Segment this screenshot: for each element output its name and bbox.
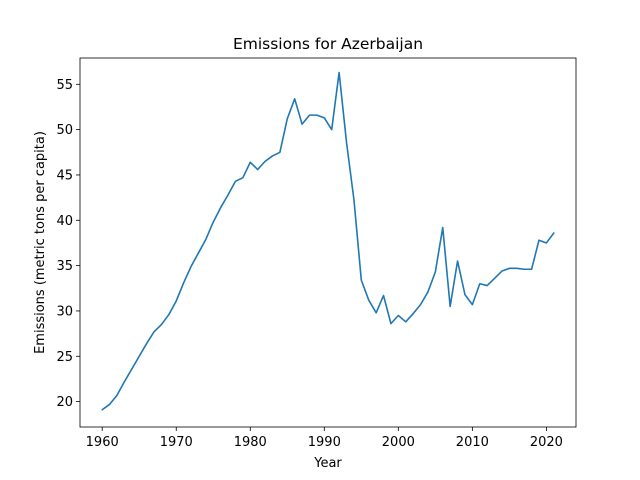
- x-tick-label: 2000: [382, 435, 415, 450]
- y-tick-label: 25: [56, 350, 73, 365]
- x-tick-label: 1990: [308, 435, 341, 450]
- y-tick-label: 30: [56, 304, 73, 319]
- y-axis-title: Emissions (metric tons per capita): [33, 131, 48, 354]
- emissions-series-line: [101, 71, 555, 411]
- x-tick-label: 1960: [86, 435, 119, 450]
- x-tick-label: 1970: [160, 435, 193, 450]
- y-tick-label: 45: [56, 168, 73, 183]
- plot-frame: [79, 57, 577, 428]
- x-tick-label: 2010: [456, 435, 489, 450]
- chart-title: Emissions for Azerbaijan: [233, 35, 423, 53]
- y-tick-label: 40: [56, 214, 73, 229]
- y-tick-label: 50: [56, 123, 73, 138]
- y-tick-label: 20: [56, 395, 73, 410]
- plot-area: [101, 71, 555, 411]
- x-axis: 1960 1970 1980 1990 2000 2010 2020: [86, 427, 563, 450]
- y-tick-label: 35: [56, 259, 73, 274]
- x-axis-title: Year: [313, 456, 342, 471]
- x-tick-label: 1980: [234, 435, 267, 450]
- x-tick-label: 2020: [530, 435, 563, 450]
- y-tick-label: 55: [56, 78, 73, 93]
- y-axis: 20 25 30 35 40 45 50 55: [56, 78, 80, 410]
